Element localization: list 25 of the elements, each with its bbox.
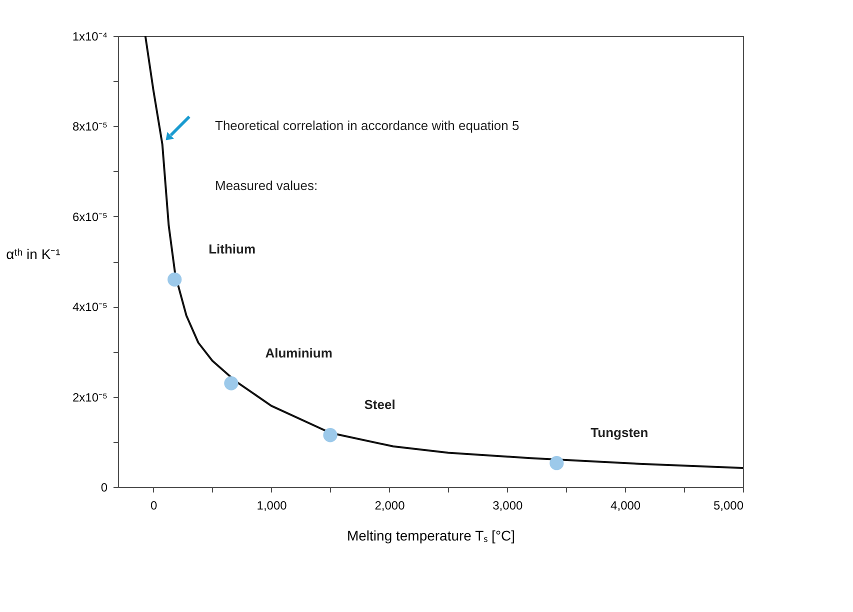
y-tick-label: 8x10⁻⁵ bbox=[72, 120, 108, 134]
y-tick-label: 2x10⁻⁵ bbox=[72, 390, 108, 404]
annotation: Measured values: bbox=[215, 178, 318, 193]
y-tick-label: 4x10⁻⁵ bbox=[72, 300, 108, 314]
annotation: Tungsten bbox=[590, 425, 648, 440]
x-tick-label: 1,000 bbox=[256, 498, 288, 512]
x-tick-label: 2,000 bbox=[374, 498, 406, 512]
y-tick-label: 0 bbox=[100, 480, 108, 494]
x-tick-label: 4,000 bbox=[610, 498, 641, 512]
annotation: Aluminium bbox=[265, 345, 332, 360]
y-axis-title: αᵗʰ in K⁻¹ bbox=[6, 246, 61, 262]
y-tick-label: 6x10⁻⁵ bbox=[72, 210, 108, 224]
x-tick-label: 3,000 bbox=[492, 498, 523, 512]
point bbox=[323, 428, 338, 442]
line-series bbox=[144, 36, 743, 470]
annotation: Steel bbox=[364, 397, 396, 412]
y-tick-label: 1x10⁻⁴ bbox=[72, 30, 108, 44]
annotation: Theoretical correlation in accordance with equation 5 bbox=[215, 118, 520, 133]
x-tick-label: 0 bbox=[150, 498, 158, 512]
point bbox=[550, 456, 564, 470]
x-tick-label: 5,000 bbox=[713, 498, 744, 512]
annotation: Lithium bbox=[208, 242, 256, 257]
point bbox=[168, 272, 182, 287]
point bbox=[224, 376, 238, 390]
x-axis-title: Melting temperature Tₛ [°C] bbox=[346, 528, 516, 544]
